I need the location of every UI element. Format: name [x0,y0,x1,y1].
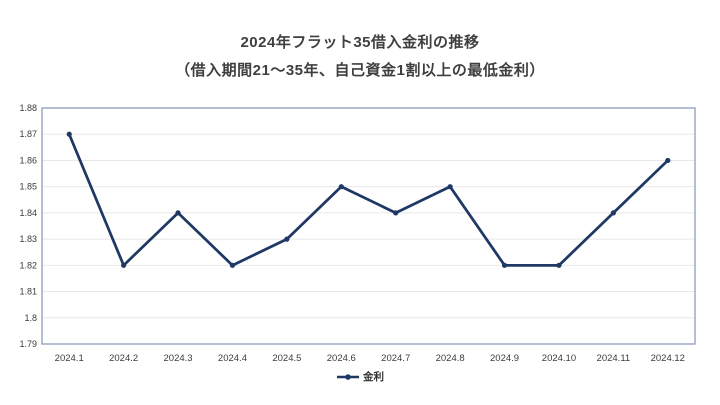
x-tick-label: 2024.8 [436,353,465,364]
x-tick-label: 2024.5 [272,353,301,364]
y-tick-label: 1.86 [19,155,37,165]
data-point-marker [338,184,344,190]
data-point-marker [556,262,562,268]
data-point-marker [229,262,236,268]
y-tick-label: 1.82 [19,260,37,270]
y-tick-label: 1.83 [19,234,37,244]
x-tick-label: 2024.1 [55,353,84,364]
x-tick-label: 2024.11 [597,353,631,364]
y-tick-label: 1.84 [19,208,37,218]
y-tick-label: 1.79 [19,339,37,349]
x-tick-label: 2024.2 [109,353,138,364]
y-tick-label: 1.8 [24,313,37,323]
x-tick-label: 2024.4 [218,353,247,364]
data-point-marker [665,157,671,164]
x-tick-label: 2024.12 [651,353,685,364]
data-point-marker [121,262,127,268]
y-tick-label: 1.81 [19,287,37,297]
line-marker-icon [337,373,359,380]
data-point-marker [284,236,290,242]
series-line [67,132,670,267]
y-tick-label: 1.87 [19,129,37,139]
x-tick-label: 2024.10 [542,353,576,364]
x-tick-label: 2024.7 [381,353,410,364]
data-point-marker [447,184,453,190]
data-point-marker [66,131,72,137]
data-point-marker [175,210,181,216]
data-point-marker [610,210,616,216]
x-tick-label: 2024.9 [490,353,519,364]
chart-title: 2024年フラット35借入金利の推移 [240,34,480,51]
plot-border [41,107,696,345]
chart-subtitle: （借入期間21～35年、自己資金1割以上の最低金利） [175,62,545,79]
legend: 金利 [0,369,720,384]
y-tick-label: 1.88 [19,103,37,113]
x-tick-label: 2024.3 [164,353,193,364]
data-point-marker [393,210,399,216]
x-tick-label: 2024.6 [327,353,356,364]
y-tick-label: 1.85 [19,182,37,192]
data-point-marker [501,262,508,268]
legend-label: 金利 [363,371,384,383]
